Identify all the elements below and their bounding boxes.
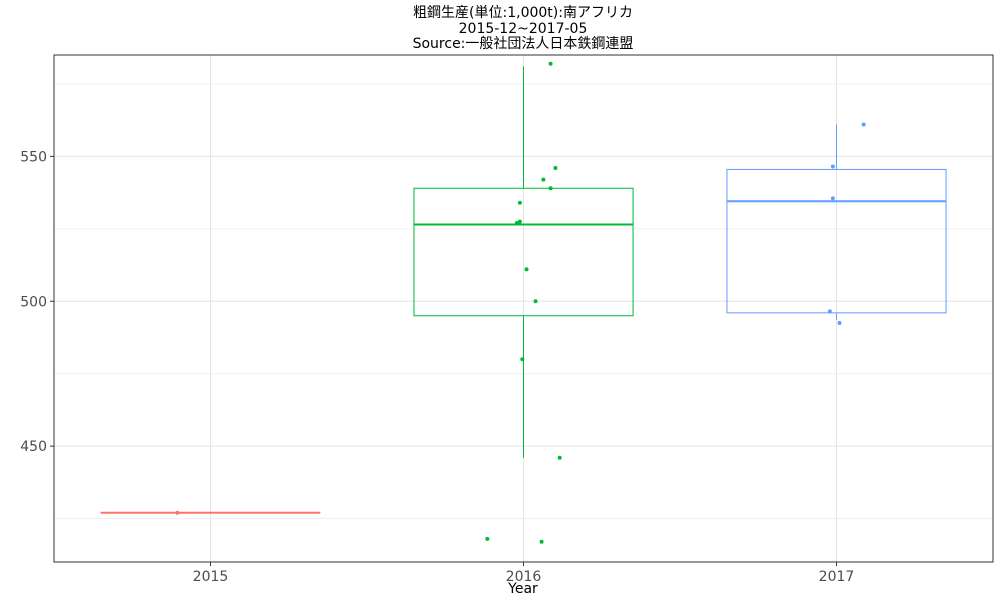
data-point [861, 122, 866, 127]
data-point [533, 299, 538, 304]
data-point [827, 309, 832, 314]
plot-border [53, 54, 994, 563]
data-point [524, 267, 529, 272]
data-point [830, 196, 835, 201]
data-point [830, 164, 835, 169]
data-point [837, 320, 842, 325]
data-point [557, 455, 562, 460]
data-point [553, 165, 558, 170]
y-tick-label: 450 [20, 439, 47, 455]
y-tick-label: 550 [20, 149, 47, 165]
data-point [517, 219, 522, 224]
data-point [175, 510, 180, 515]
box-iqr [726, 168, 947, 314]
data-point [485, 536, 490, 541]
x-tick-label: 2017 [819, 569, 855, 585]
data-point [548, 186, 553, 191]
x-tick-label: 2015 [193, 569, 229, 585]
x-axis-title: Year [508, 581, 538, 597]
data-point [514, 221, 519, 226]
data-point [520, 357, 525, 362]
data-point [548, 61, 553, 66]
data-point [517, 200, 522, 205]
data-point [541, 177, 546, 182]
box-iqr [413, 187, 634, 317]
chart-subtitle: 2015-12~2017-05 [458, 21, 588, 37]
data-point [539, 539, 544, 544]
x-tick-label: 2016 [506, 569, 542, 585]
chart-title: 粗鋼生産(単位:1,000t):南アフリカ [413, 5, 633, 21]
chart-source: Source:一般社団法人日本鉄鋼連盟 [412, 36, 634, 52]
y-tick-label: 500 [20, 294, 47, 310]
